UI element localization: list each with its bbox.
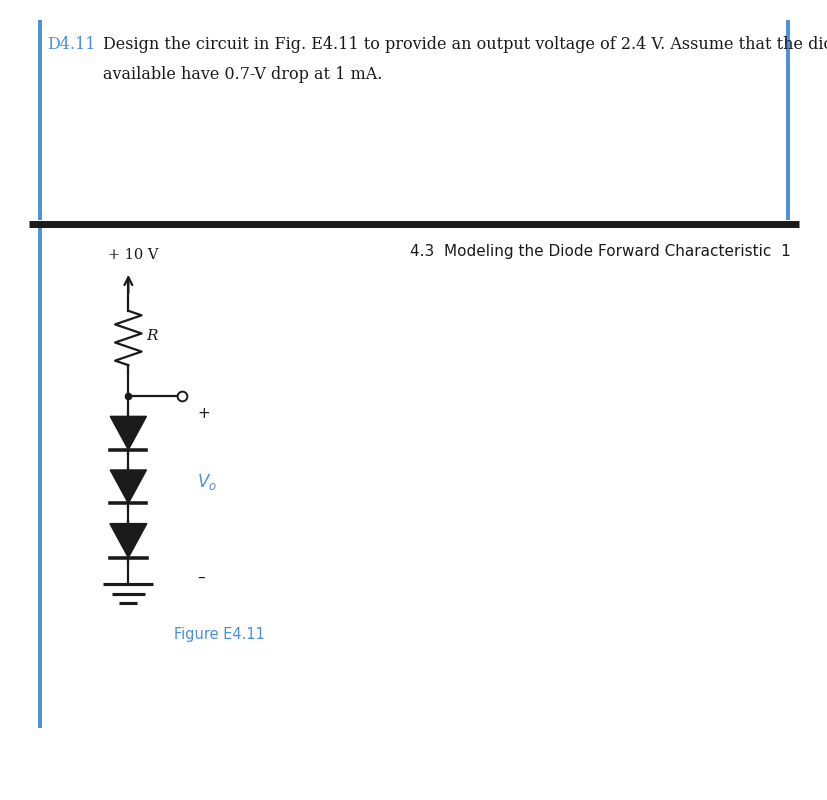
Text: available have 0.7-V drop at 1 mA.: available have 0.7-V drop at 1 mA. xyxy=(103,66,382,82)
Text: 4.3  Modeling the Diode Forward Characteristic  1: 4.3 Modeling the Diode Forward Character… xyxy=(409,244,790,259)
Text: Figure E4.11: Figure E4.11 xyxy=(174,627,265,642)
Text: +: + xyxy=(197,406,209,421)
Polygon shape xyxy=(110,470,146,503)
Text: R: R xyxy=(146,329,158,342)
Text: Design the circuit in Fig. E4.11 to provide an output voltage of 2.4 V. Assume t: Design the circuit in Fig. E4.11 to prov… xyxy=(103,36,827,53)
Text: + 10 V: + 10 V xyxy=(108,248,158,262)
Text: –: – xyxy=(197,570,204,584)
Text: $V_o$: $V_o$ xyxy=(197,472,217,492)
Polygon shape xyxy=(110,416,146,450)
Polygon shape xyxy=(110,524,146,558)
Text: D4.11: D4.11 xyxy=(47,36,96,53)
